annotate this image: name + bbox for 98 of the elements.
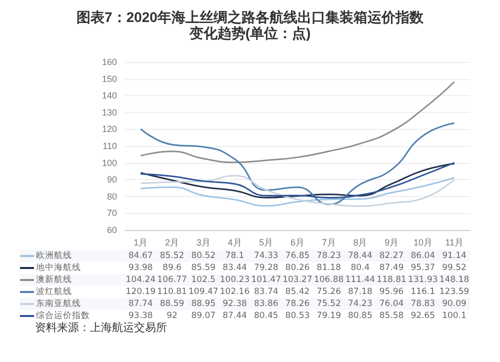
data-label: 120.19: [125, 286, 156, 298]
data-label: 85.52: [158, 250, 186, 262]
data-label: 84.67: [128, 250, 154, 262]
data-label: 95.37: [410, 262, 436, 274]
data-label: 80.26: [284, 262, 311, 274]
data-label: 100.23: [219, 274, 250, 286]
chart-title: 图表7：2020年海上丝绸之路各航线出口集装箱运价指数变化趋势(单位：点): [76, 9, 424, 41]
x-tick-label: 4月: [228, 238, 242, 248]
y-tick-label: 160: [102, 57, 117, 67]
data-label: 83.44: [222, 262, 248, 274]
data-label: 80.4: [350, 262, 371, 274]
data-label: 118.81: [376, 274, 408, 286]
data-label: 148.18: [438, 274, 470, 286]
data-label: 78.23: [316, 250, 342, 262]
data-label: 99.52: [441, 262, 468, 274]
data-label: 79.19: [316, 310, 342, 322]
data-label: 111.44: [344, 274, 376, 286]
data-label: 106.88: [313, 274, 345, 286]
data-label: 87.44: [222, 310, 248, 322]
data-label: 93.38: [128, 310, 154, 322]
data-label: 76.85: [284, 250, 311, 262]
data-label: 104.24: [125, 274, 156, 286]
data-label: 102.16: [219, 286, 250, 298]
data-label: 78.44: [347, 250, 374, 262]
data-label: 92: [166, 310, 178, 322]
x-tick-label: 1月: [134, 238, 148, 248]
data-label: 80.53: [284, 310, 311, 322]
legend-label: 综合运价指数: [35, 310, 91, 322]
legend-label: 地中海航线: [35, 262, 82, 274]
data-label: 101.47: [250, 274, 282, 286]
y-tick-label: 70: [106, 208, 117, 218]
data-label: 85.59: [190, 262, 217, 274]
x-tick-label: 6月: [290, 238, 305, 248]
data-label: 93.98: [128, 262, 154, 274]
data-label: 76.04: [378, 298, 405, 310]
y-tick-label: 150: [102, 74, 117, 84]
data-label: 100.1: [441, 310, 468, 322]
data-label: 86.04: [410, 250, 436, 262]
data-label: 103.27: [282, 274, 314, 286]
data-label: 89.6: [162, 262, 182, 274]
data-label: 87.74: [128, 298, 154, 310]
legend-label: 澳新航线: [35, 274, 73, 286]
x-tick-label: 8月: [353, 238, 368, 248]
data-label: 78.83: [410, 298, 436, 310]
y-tick-label: 100: [102, 158, 117, 168]
data-label: 110.81: [156, 286, 188, 298]
data-label: 92.65: [410, 310, 436, 322]
legend-label: 欧洲航线: [35, 250, 73, 262]
data-label: 85.58: [378, 310, 405, 322]
x-tick-label: 10月: [413, 238, 432, 248]
legend-label: 东南亚航线: [35, 298, 82, 310]
data-label: 74.33: [252, 250, 280, 262]
data-label: 91.14: [441, 250, 468, 262]
data-label: 88.95: [190, 298, 217, 310]
data-label: 75.52: [316, 298, 342, 310]
y-tick-label: 140: [102, 90, 117, 101]
x-tick-label: 9月: [384, 238, 399, 248]
y-tick-label: 60: [106, 225, 117, 235]
data-label: 85.42: [284, 286, 311, 298]
data-label: 75.26: [316, 286, 342, 298]
line-series: [140, 81, 456, 164]
data-label: 92.38: [222, 298, 248, 310]
y-tick-label: 90: [106, 174, 117, 185]
x-tick-label: 2月: [165, 238, 180, 248]
data-label: 106.77: [156, 274, 188, 286]
data-label: 74.23: [347, 298, 374, 310]
data-label: 80.85: [347, 310, 374, 322]
data-label: 82.27: [378, 250, 405, 262]
data-label: 79.28: [252, 262, 280, 274]
data-label: 78.1: [224, 250, 246, 262]
x-tick-label: 7月: [322, 238, 336, 248]
data-label: 80.45: [252, 310, 280, 322]
text: 资料来源：上海航运交易所: [35, 320, 167, 335]
data-label: 123.59: [438, 286, 470, 298]
data-label: 102.5: [190, 274, 217, 286]
data-label: 87.49: [378, 262, 405, 274]
data-label: 78.26: [284, 298, 311, 310]
data-label: 83.86: [252, 298, 280, 310]
x-tick-label: 5月: [259, 238, 274, 248]
legend-label: 波红航线: [35, 286, 73, 298]
data-label: 116.1: [410, 286, 436, 298]
data-label: 80.52: [190, 250, 217, 262]
data-label: 131.93: [407, 274, 439, 286]
line-series: [140, 122, 456, 206]
x-tick-label: 11月: [445, 238, 464, 248]
y-tick-label: 80: [106, 191, 117, 202]
data-label: 81.18: [316, 262, 342, 274]
y-tick-label: 110: [102, 141, 117, 151]
data-label: 95.96: [378, 286, 405, 298]
data-label: 109.47: [188, 286, 220, 298]
data-label: 83.74: [252, 286, 280, 298]
data-label: 90.09: [441, 298, 468, 310]
x-tick-label: 3月: [196, 238, 210, 248]
data-label: 89.07: [190, 310, 217, 322]
data-label: 87.18: [347, 286, 374, 298]
y-tick-label: 130: [102, 107, 117, 118]
data-label: 88.59: [158, 298, 186, 310]
y-tick-label: 120: [102, 124, 117, 134]
